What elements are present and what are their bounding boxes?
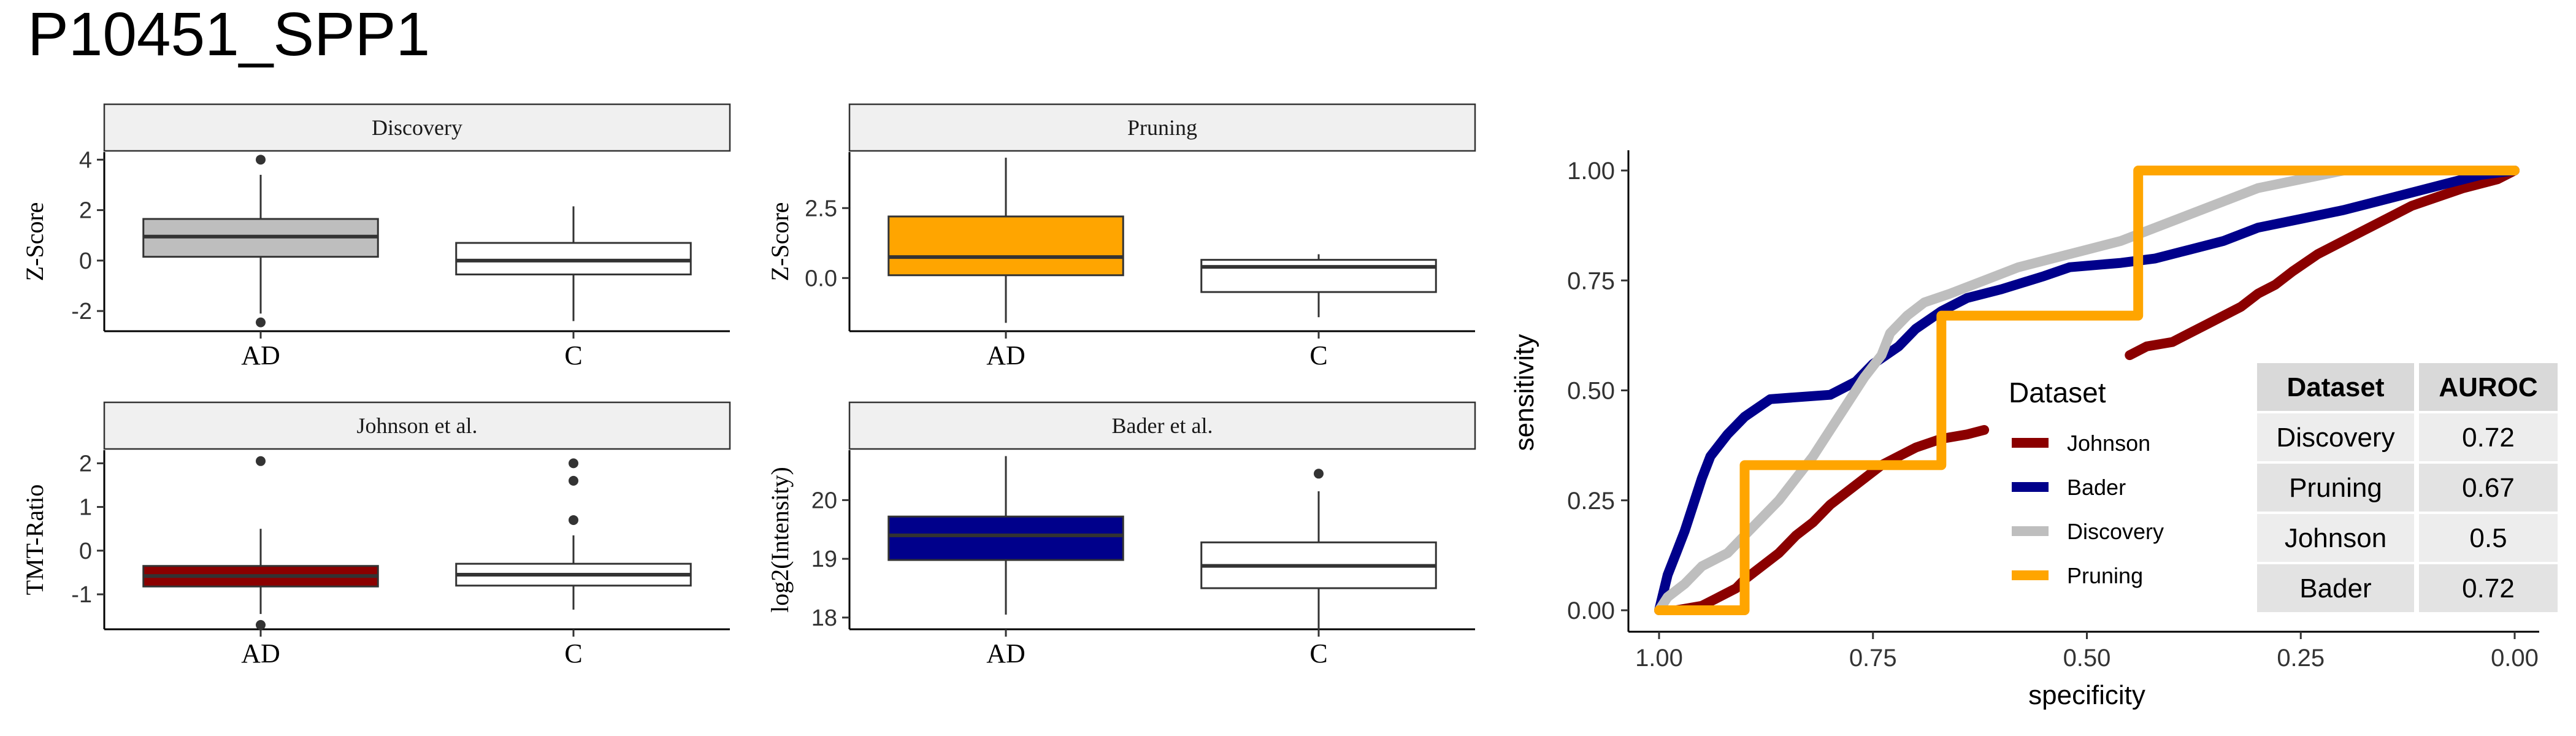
y-tick-label: 0 [79, 539, 92, 564]
roc-x-tick-label: 1.00 [1635, 645, 1683, 672]
table-cell-label: 0.5 [2469, 523, 2507, 553]
box-iqr [1200, 259, 1437, 293]
facet-strip [103, 103, 731, 152]
roc-x-tick-label: 0.50 [2063, 645, 2111, 672]
table-cell-label: Pruning [2289, 473, 2382, 503]
box-outlier [256, 317, 266, 328]
auroc-table: Dataset AUROC Discovery 0.72 Pruning 0.67 John… [2255, 361, 2560, 615]
table-header-cell [2255, 361, 2417, 413]
y-axis-label: log2(Intensity) [766, 467, 794, 613]
table-cell-label: Johnson [2285, 523, 2386, 553]
y-tick-label: 2.5 [805, 196, 837, 221]
x-tick-label: AD [241, 340, 280, 370]
roc-legend: Dataset Johnson Bader Discovery Pruning [2009, 377, 2164, 588]
roc-series-line [1654, 425, 1990, 615]
roc-x-tick-label: 0.25 [2277, 645, 2325, 672]
x-tick-label: AD [241, 638, 280, 669]
x-tick-label: C [564, 638, 582, 669]
facet-strip-label: Johnson et al. [357, 413, 478, 438]
boxplot-panel: Pruning 0.0 2.5 Z-Score AD C [766, 103, 1476, 370]
x-tick-label: C [564, 340, 582, 370]
facet-strip [103, 401, 731, 450]
roc-series-line [2125, 166, 2520, 361]
roc-y-tick-label: 1.00 [1567, 158, 1615, 185]
y-tick-label: -1 [71, 582, 92, 608]
box-iqr [887, 515, 1124, 561]
facet-strip-label: Bader et al. [1112, 413, 1213, 438]
roc-x-tick-label: 0.00 [2491, 645, 2539, 672]
roc-y-tick-label: 0.00 [1567, 597, 1615, 624]
box-iqr [455, 242, 692, 275]
table-cell [2255, 461, 2417, 514]
x-tick-label: AD [986, 638, 1025, 669]
roc-y-axis-label: sensitivity [1509, 334, 1539, 451]
x-tick-label: AD [986, 340, 1025, 370]
table-cell [2255, 411, 2417, 464]
table-cell [2255, 562, 2417, 615]
facet-strip [848, 103, 1476, 152]
figure-title: P10451_SPP1 [28, 0, 430, 69]
table-cell [2417, 562, 2560, 615]
roc-y-tick-label: 0.25 [1567, 488, 1615, 515]
table-cell-label: 0.72 [2462, 573, 2515, 604]
roc-x-tick-label: 0.75 [1849, 645, 1897, 672]
box-outlier [256, 155, 266, 165]
y-tick-label: 4 [79, 147, 92, 173]
table-cell-label: 0.72 [2462, 423, 2515, 453]
table-cell [2417, 411, 2560, 464]
legend-label: Pruning [2067, 563, 2143, 588]
roc-series-line [1654, 166, 2520, 615]
y-tick-label: 2 [79, 451, 92, 477]
boxplot-panel: Bader et al. 18 19 20 log2(Intensity) AD C [766, 401, 1476, 669]
box-outlier [569, 458, 578, 469]
boxplot-panel: Johnson et al. -1 0 1 2 TMT-Ratio AD C [21, 401, 731, 669]
roc-panel: 0.00 0.25 0.50 0.75 1.00 1.00 0.75 0.50 0.25 0.00… [1509, 150, 2539, 710]
roc-x-axis-label: specificity [2028, 680, 2145, 710]
table-header-label: AUROC [2439, 372, 2537, 402]
facet-strip [848, 401, 1476, 450]
y-tick-label: 0.0 [805, 266, 837, 291]
y-axis-label: Z-Score [21, 202, 48, 282]
y-tick-label: 18 [811, 605, 837, 631]
roc-y-tick-label: 0.50 [1567, 378, 1615, 405]
box-outlier [256, 619, 266, 630]
y-tick-label: 20 [811, 488, 837, 513]
table-cell-label: 0.67 [2462, 473, 2515, 503]
y-tick-label: 0 [79, 248, 92, 274]
y-tick-label: 1 [79, 495, 92, 521]
legend-label: Bader [2067, 475, 2126, 500]
y-axis-label: TMT-Ratio [21, 485, 48, 596]
boxplot-panels: Discovery -2 0 2 4 Z-Score AD C Pruning 0.0 2.5 Z-S… [21, 103, 1476, 669]
table-cell-label: Discovery [2276, 423, 2394, 453]
table-header-label: Dataset [2287, 372, 2385, 402]
table-cell [2417, 512, 2560, 564]
y-tick-label: 19 [811, 546, 837, 572]
boxplot-panel: Discovery -2 0 2 4 Z-Score AD C [21, 103, 731, 370]
box-outlier [569, 475, 578, 486]
x-tick-label: C [1309, 340, 1327, 370]
legend-label: Johnson [2067, 431, 2150, 456]
table-cell-label: Bader [2299, 573, 2371, 604]
y-tick-label: 2 [79, 198, 92, 224]
roc-series-line [1654, 166, 2520, 615]
x-tick-label: C [1309, 638, 1327, 669]
facet-strip-label: Discovery [372, 115, 462, 140]
facet-strip-label: Pruning [1127, 115, 1197, 140]
legend-title: Dataset [2009, 377, 2106, 408]
roc-y-tick-label: 0.75 [1567, 267, 1615, 294]
y-tick-label: -2 [71, 299, 92, 324]
legend-label: Discovery [2067, 519, 2164, 544]
y-axis-label: Z-Score [766, 202, 794, 282]
box-iqr [887, 215, 1124, 277]
box-outlier [256, 456, 266, 466]
box-outlier [569, 515, 578, 525]
box-outlier [1314, 469, 1324, 479]
